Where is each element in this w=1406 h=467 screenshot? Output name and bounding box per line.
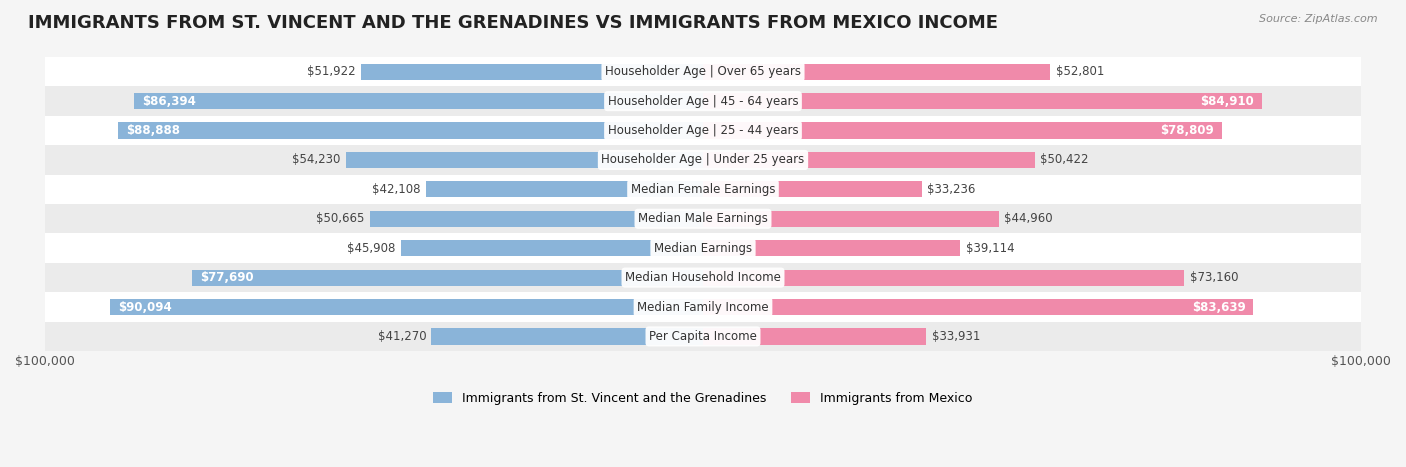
Text: Householder Age | 45 - 64 years: Householder Age | 45 - 64 years [607, 95, 799, 108]
Text: $78,809: $78,809 [1160, 124, 1213, 137]
Text: $33,236: $33,236 [927, 183, 976, 196]
Text: $45,908: $45,908 [347, 242, 395, 255]
Text: Householder Age | Over 65 years: Householder Age | Over 65 years [605, 65, 801, 78]
Text: Median Female Earnings: Median Female Earnings [631, 183, 775, 196]
Text: $73,160: $73,160 [1189, 271, 1239, 284]
Text: $44,960: $44,960 [1004, 212, 1053, 225]
Text: $83,639: $83,639 [1192, 300, 1246, 313]
Text: $54,230: $54,230 [292, 154, 340, 166]
Bar [135, 93, 703, 109]
Text: $50,422: $50,422 [1040, 154, 1088, 166]
Text: $41,270: $41,270 [378, 330, 426, 343]
Bar [703, 93, 1261, 109]
Text: $50,665: $50,665 [316, 212, 364, 225]
Bar [703, 64, 1050, 80]
Text: Median Household Income: Median Household Income [626, 271, 780, 284]
Bar [426, 181, 703, 198]
Bar [45, 116, 1361, 145]
Bar [703, 152, 1035, 168]
Bar [703, 269, 1184, 286]
Legend: Immigrants from St. Vincent and the Grenadines, Immigrants from Mexico: Immigrants from St. Vincent and the Gren… [429, 387, 977, 410]
Bar [45, 234, 1361, 263]
Bar [346, 152, 703, 168]
Text: Median Family Income: Median Family Income [637, 300, 769, 313]
Text: $86,394: $86,394 [142, 95, 197, 108]
Bar [432, 328, 703, 345]
Bar [45, 263, 1361, 292]
Bar [110, 299, 703, 315]
Bar [703, 299, 1253, 315]
Bar [45, 86, 1361, 116]
Bar [118, 122, 703, 139]
Text: $90,094: $90,094 [118, 300, 172, 313]
Bar [703, 211, 998, 227]
Bar [45, 322, 1361, 351]
Bar [361, 64, 703, 80]
Bar [191, 269, 703, 286]
Text: $84,910: $84,910 [1201, 95, 1254, 108]
Text: Median Earnings: Median Earnings [654, 242, 752, 255]
Text: $51,922: $51,922 [308, 65, 356, 78]
Text: $39,114: $39,114 [966, 242, 1014, 255]
Text: $33,931: $33,931 [932, 330, 980, 343]
Bar [370, 211, 703, 227]
Text: $42,108: $42,108 [373, 183, 420, 196]
Bar [45, 292, 1361, 322]
Text: Per Capita Income: Per Capita Income [650, 330, 756, 343]
Text: Householder Age | 25 - 44 years: Householder Age | 25 - 44 years [607, 124, 799, 137]
Bar [45, 145, 1361, 175]
Bar [401, 240, 703, 256]
Text: Median Male Earnings: Median Male Earnings [638, 212, 768, 225]
Text: $52,801: $52,801 [1056, 65, 1104, 78]
Bar [45, 57, 1361, 86]
Text: $77,690: $77,690 [200, 271, 253, 284]
Text: Source: ZipAtlas.com: Source: ZipAtlas.com [1260, 14, 1378, 24]
Bar [703, 240, 960, 256]
Bar [703, 181, 922, 198]
Text: IMMIGRANTS FROM ST. VINCENT AND THE GRENADINES VS IMMIGRANTS FROM MEXICO INCOME: IMMIGRANTS FROM ST. VINCENT AND THE GREN… [28, 14, 998, 32]
Bar [45, 204, 1361, 234]
Bar [703, 122, 1222, 139]
Bar [703, 328, 927, 345]
Bar [45, 175, 1361, 204]
Text: $88,888: $88,888 [127, 124, 180, 137]
Text: Householder Age | Under 25 years: Householder Age | Under 25 years [602, 154, 804, 166]
